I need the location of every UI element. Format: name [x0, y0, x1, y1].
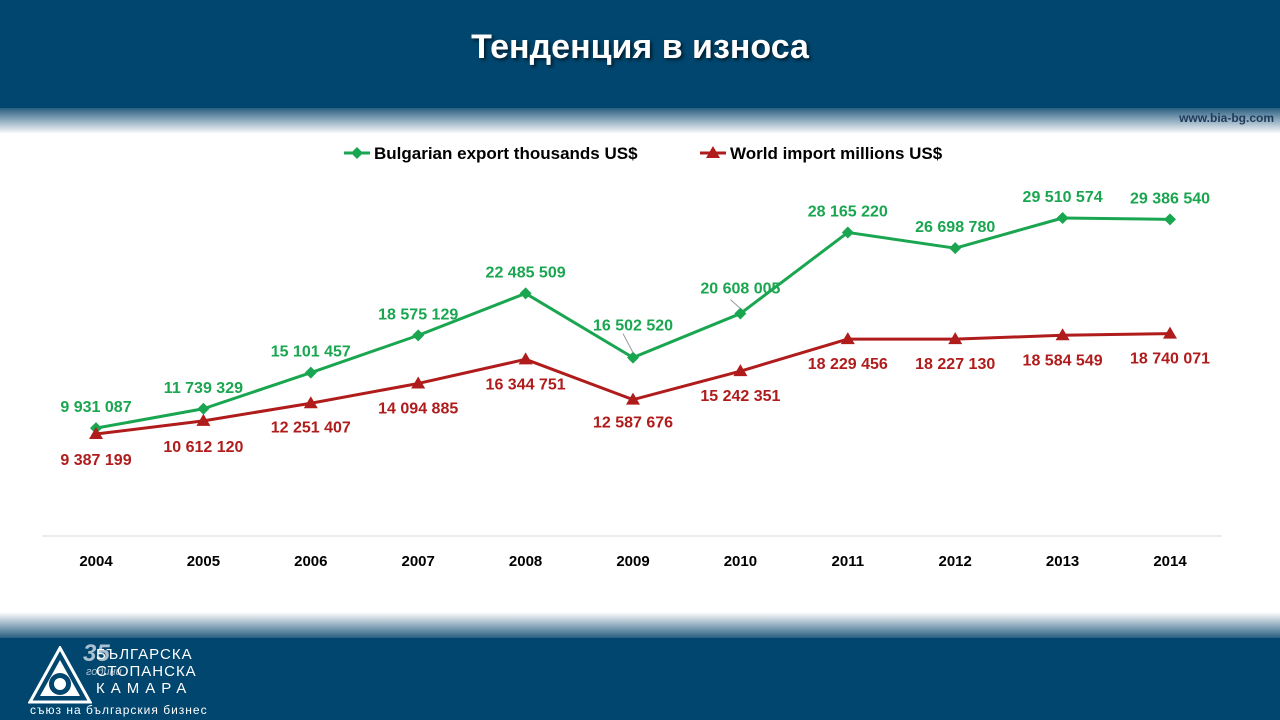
legend-label: World import millions US$ [730, 144, 943, 163]
data-label: 28 165 220 [808, 203, 888, 220]
x-tick-label: 2014 [1153, 553, 1187, 570]
data-label: 10 612 120 [163, 439, 243, 456]
data-point [304, 366, 317, 379]
logo-years-number: 35 [83, 640, 110, 667]
data-point [89, 427, 103, 439]
data-point [196, 413, 211, 426]
data-point [1164, 213, 1176, 226]
x-tick-label: 2011 [832, 553, 865, 570]
data-label: 9 387 199 [60, 452, 131, 469]
data-label: 26 698 780 [915, 219, 995, 236]
data-label: 18 229 456 [808, 356, 888, 373]
logo-line-2: СТОПАНСКА [96, 663, 197, 680]
data-point [840, 332, 855, 345]
data-point [949, 242, 962, 255]
data-point [1055, 328, 1070, 341]
data-point [303, 396, 318, 409]
data-label: 18 227 130 [915, 356, 995, 373]
x-tick-label: 2010 [724, 553, 757, 570]
leader-line [622, 333, 634, 353]
data-label: 15 242 351 [700, 388, 780, 405]
data-point [197, 402, 210, 415]
data-label: 18 740 071 [1130, 351, 1210, 368]
data-label: 29 510 574 [1023, 189, 1103, 206]
footer-band [0, 638, 1280, 720]
header-fade [0, 108, 1280, 134]
x-tick-label: 2006 [294, 553, 327, 570]
data-point [411, 376, 426, 389]
leader-line [730, 299, 741, 309]
logo-line-3: КАМАРА [96, 680, 193, 697]
website-url: www.bia-bg.com [1179, 111, 1274, 125]
data-label: 12 251 407 [271, 419, 351, 436]
logo-wordmark: БЪЛГАРСКА СТОПАНСКА КАМАРА [96, 646, 197, 697]
x-tick-label: 2009 [616, 553, 649, 570]
data-label: 12 587 676 [593, 415, 673, 432]
data-label: 9 931 087 [60, 399, 131, 416]
x-tick-label: 2007 [402, 553, 435, 570]
page-title: Тенденция в износа [471, 28, 809, 66]
data-label: 16 344 751 [486, 376, 566, 393]
data-label: 20 608 005 [700, 281, 780, 298]
x-tick-label: 2012 [939, 553, 972, 570]
data-point [518, 352, 533, 365]
data-label: 18 584 549 [1023, 352, 1103, 369]
logo-years-word: години [86, 666, 122, 678]
logo-subtitle: съюз на българския бизнес [30, 703, 208, 717]
x-tick-label: 2008 [509, 553, 542, 570]
logo-line-1: БЪЛГАРСКА [96, 646, 193, 663]
data-label: 11 739 329 [164, 380, 243, 397]
data-label: 15 101 457 [271, 344, 351, 361]
data-point [733, 364, 748, 377]
data-point [519, 287, 532, 300]
data-point [734, 307, 747, 320]
legend-label: Bulgarian export thousands US$ [374, 144, 638, 163]
data-label: 29 386 540 [1130, 190, 1210, 207]
data-point [948, 332, 963, 345]
data-point [412, 329, 425, 342]
data-point [1163, 326, 1177, 339]
x-tick-label: 2004 [79, 553, 113, 570]
footer-fade [0, 612, 1280, 638]
data-label: 18 575 129 [378, 306, 458, 323]
data-label: 22 485 509 [486, 264, 566, 281]
legend-marker [706, 146, 720, 158]
data-point [627, 351, 639, 364]
data-point [841, 226, 854, 239]
data-label: 14 094 885 [378, 400, 458, 417]
data-point [1056, 212, 1069, 224]
data-point [626, 392, 640, 405]
x-tick-label: 2013 [1046, 553, 1079, 570]
header-band [0, 0, 1280, 108]
chamber-logo-icon [28, 646, 92, 704]
x-tick-label: 2005 [187, 553, 220, 570]
data-label: 16 502 520 [593, 318, 673, 335]
legend-marker [351, 147, 363, 159]
